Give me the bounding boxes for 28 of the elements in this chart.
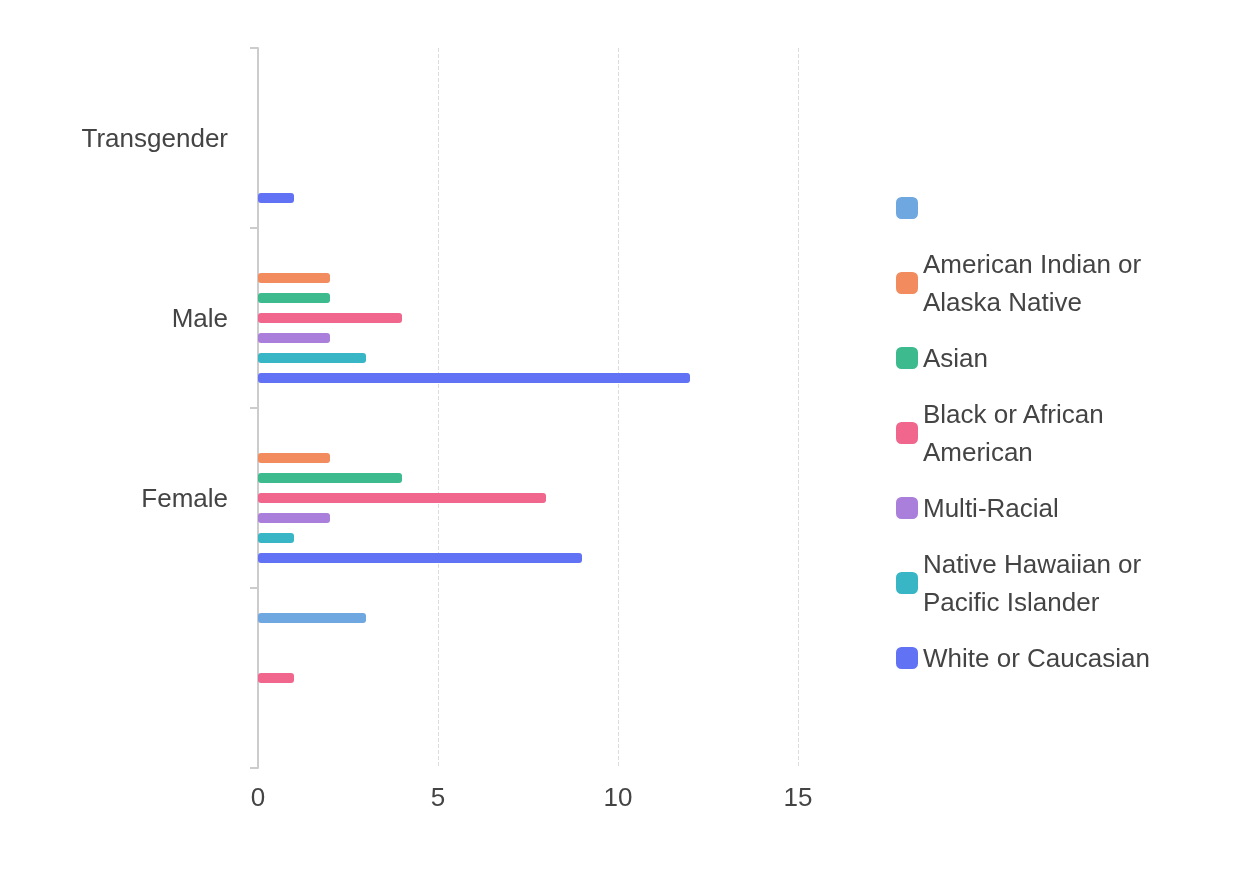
- bar: [258, 473, 402, 483]
- bar: [258, 553, 582, 563]
- bar: [258, 673, 294, 683]
- bar: [258, 513, 330, 523]
- bar: [258, 373, 690, 383]
- x-tick-label: 0: [250, 782, 266, 812]
- bar: [258, 493, 546, 503]
- bar: [258, 613, 366, 623]
- legend-label: Native Hawaiian or Pacific Islander: [923, 549, 1149, 617]
- legend-label: Black or African American: [923, 399, 1111, 467]
- bar: [258, 313, 402, 323]
- x-tick-label: 5: [430, 782, 446, 812]
- y-tick-label: Male: [171, 303, 228, 333]
- bar: [258, 353, 366, 363]
- bar: [258, 193, 294, 203]
- bar: [258, 333, 330, 343]
- bar: [258, 453, 330, 463]
- x-tick-label: 10: [603, 782, 633, 812]
- legend-label: Multi-Racial: [923, 493, 1059, 523]
- legend-label: White or Caucasian: [923, 643, 1150, 673]
- y-tick-label: Transgender: [81, 123, 229, 153]
- bar: [258, 293, 330, 303]
- x-tick-label: 15: [783, 782, 813, 812]
- y-tick-label: Female: [141, 483, 228, 513]
- legend-label: American Indian or Alaska Native: [923, 249, 1149, 317]
- legend-label: Asian: [923, 343, 989, 373]
- bar: [258, 273, 330, 283]
- bar: [258, 533, 294, 543]
